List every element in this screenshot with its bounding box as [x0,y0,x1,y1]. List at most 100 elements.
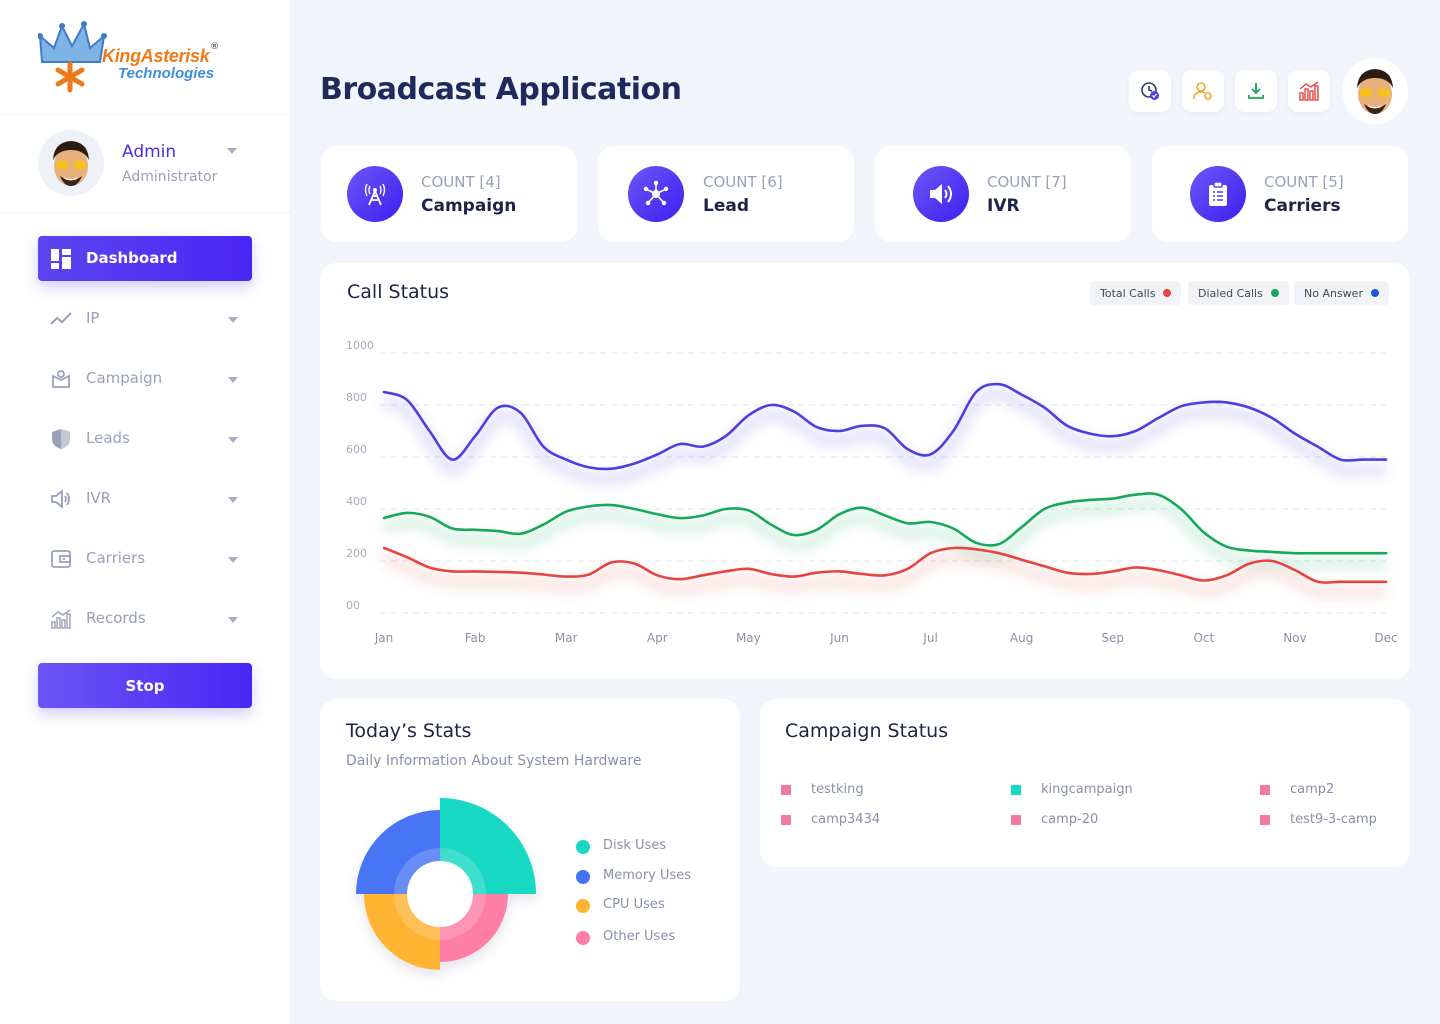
header-avatar[interactable] [1342,58,1408,124]
status-square [781,815,791,825]
sidebar-item-ip[interactable]: IP [38,296,252,341]
tower-icon [347,166,403,222]
count-value: COUNT [7] [987,173,1067,191]
stat-label: Other Uses [603,929,676,944]
total-calls-line [382,546,1388,584]
count-card-ivr[interactable]: COUNT [7] IVR [875,146,1131,242]
stats-title: Today’s Stats [346,720,472,742]
sidebar-item-label: Dashboard [86,249,178,267]
campaign-label: camp2 [1290,782,1335,797]
chevron-down-icon [228,617,238,623]
stat-label: Memory Uses [603,868,692,883]
no-answer-glow [382,389,1386,484]
bar-chart-icon [51,609,71,629]
sidebar-item-label: IP [86,309,100,327]
status-square [781,785,791,795]
legend-total-calls[interactable]: Total Calls [1090,281,1182,305]
sidebar-item-label: Records [86,609,146,627]
brand-name: KingAsterisk [102,46,210,66]
stat-disk-uses: Disk Uses [576,837,736,857]
company-logo[interactable]: KingAsterisk ® Technologies [38,18,228,98]
sidebar-item-campaign[interactable]: Campaign [38,356,252,401]
speaker-icon [51,489,70,509]
legend-label: Dialed Calls [1198,286,1263,300]
sidebar-item-records[interactable]: Records [38,596,252,641]
user-settings-button[interactable] [1182,70,1224,112]
legend-no-answer[interactable]: No Answer [1294,281,1389,305]
count-card-carriers[interactable]: COUNT [5] Carriers [1152,146,1408,242]
legend-dot [576,931,590,945]
chevron-down-icon [228,377,238,383]
x-tick-label: Apr [647,631,668,645]
legend-dot [1270,289,1279,297]
sidebar-item-carriers[interactable]: Carriers [38,536,252,581]
x-tick-label: May [736,631,761,645]
stat-label: Disk Uses [603,838,667,853]
y-tick-label: 600 [346,443,367,456]
download-icon [1248,83,1264,99]
sidebar-item-leads[interactable]: Leads [38,416,252,461]
campaign-label: testking [811,782,864,797]
x-tick-label: Nov [1283,631,1306,645]
clock-check-button[interactable] [1129,70,1171,112]
network-icon [628,166,684,222]
stat-cpu-uses: CPU Uses [576,896,736,916]
count-value: COUNT [5] [1264,173,1344,191]
sidebar-item-ivr[interactable]: IVR [38,476,252,521]
status-square [1260,785,1270,795]
analytics-button[interactable] [1288,70,1330,112]
no-answer-line [382,382,1388,471]
stat-memory-uses: Memory Uses [576,867,736,887]
donut-hole [407,861,473,927]
legend-dot [576,899,590,913]
sidebar-item-label: IVR [86,489,112,507]
x-tick-label: Jan [374,631,394,645]
legend-label: No Answer [1304,286,1363,300]
x-tick-label: Jul [922,631,937,645]
x-tick-label: Aug [1010,631,1033,645]
call-status-chart: 00 200 400 600 800 1000 Jan Fab Mar Apr May Jun Jul… [346,339,1398,645]
sidebar: KingAsterisk ® Technologies Admin Admini… [0,0,290,1024]
x-tick-label: Dec [1374,631,1397,645]
x-tick-label: Oct [1193,631,1214,645]
sidebar-item-dashboard[interactable]: Dashboard [38,236,252,281]
avatar [38,130,104,196]
sidebar-divider [0,114,290,115]
legend-dialed-calls[interactable]: Dialed Calls [1188,281,1289,305]
clipboard-icon [1190,166,1246,222]
count-label: Lead [703,196,750,216]
x-tick-label: Jun [829,631,849,645]
count-label: Carriers [1264,196,1341,216]
user-profile[interactable]: Admin Administrator [38,130,258,196]
stat-other-uses: Other Uses [576,928,736,948]
sidebar-nav: Dashboard IP Campaign Leads [38,236,252,656]
sidebar-divider [0,212,290,213]
trend-icon [50,312,72,325]
analytics-icon [1299,81,1319,101]
count-card-campaign[interactable]: COUNT [4] Campaign [321,146,577,242]
chevron-down-icon[interactable] [226,146,238,156]
legend-dot [1163,289,1172,297]
user-settings-icon [1193,82,1212,100]
hardware-usage-chart [356,798,536,970]
total-calls-glow [382,552,1387,598]
legend-dot [576,870,590,884]
download-button[interactable] [1235,70,1277,112]
registered-mark: ® [210,42,219,52]
count-label: Campaign [421,196,517,216]
count-label: IVR [987,196,1020,216]
profile-name: Admin [122,142,177,162]
disk-uses-slice [440,798,536,894]
dialed-calls-glow [382,498,1386,569]
legend-dot [576,840,590,854]
stats-subtitle: Daily Information About System Hardware [346,753,642,769]
campaign-status-card [760,699,1410,867]
count-card-lead[interactable]: COUNT [6] Lead [598,146,854,242]
chevron-down-icon [228,437,238,443]
call-status-card [320,263,1410,679]
campaign-label: camp3434 [811,812,881,827]
status-square [1011,815,1021,825]
dialed-calls-line [382,492,1388,555]
stop-button[interactable]: Stop [38,663,252,708]
dashboard-icon [51,249,71,269]
